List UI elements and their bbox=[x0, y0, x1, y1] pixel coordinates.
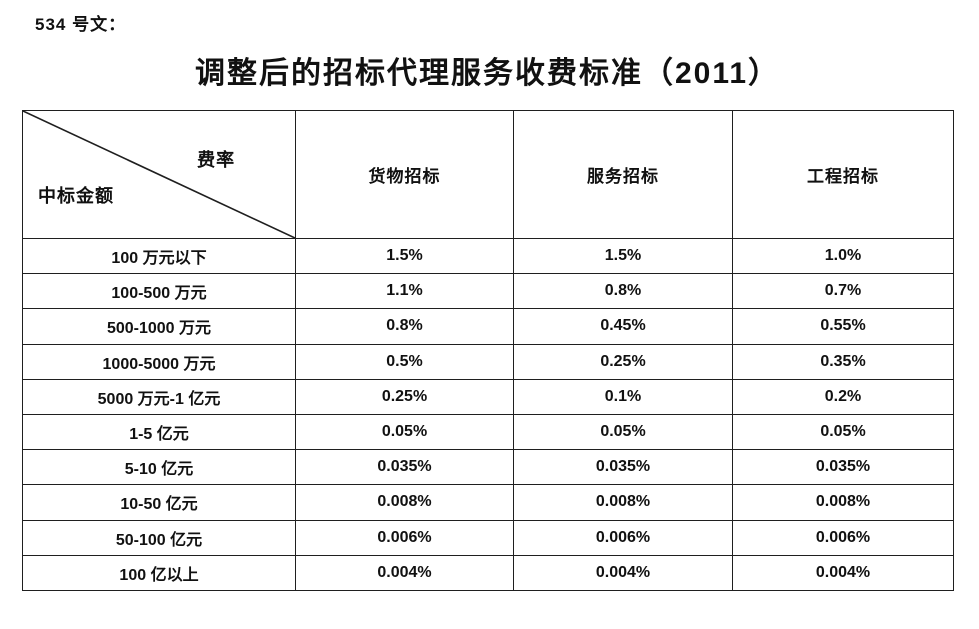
amount-range-cell: 100 亿以上 bbox=[22, 554, 296, 591]
column-header-goods-bidding: 货物招标 bbox=[295, 110, 514, 239]
amount-range-cell: 100 万元以下 bbox=[22, 237, 296, 275]
service-rate-cell: 0.004% bbox=[513, 554, 733, 591]
engineering-rate-cell: 1.0% bbox=[732, 237, 954, 275]
service-rate-cell: 0.45% bbox=[513, 308, 733, 345]
goods-rate-cell: 0.25% bbox=[295, 378, 514, 415]
goods-rate-cell: 0.035% bbox=[295, 449, 514, 486]
table-row: 5000 万元-1 亿元 0.25% 0.1% 0.2% bbox=[22, 378, 954, 415]
table-row: 1000-5000 万元 0.5% 0.25% 0.35% bbox=[22, 343, 954, 380]
service-rate-cell: 0.05% bbox=[513, 413, 733, 451]
page-title: 调整后的招标代理服务收费标准（2011） bbox=[194, 57, 781, 90]
engineering-rate-cell: 0.035% bbox=[732, 449, 954, 486]
goods-rate-cell: 0.006% bbox=[295, 519, 514, 556]
goods-rate-cell: 0.5% bbox=[295, 343, 514, 380]
diagonal-divider-line bbox=[23, 111, 295, 238]
doc-number-label: 534 号文： bbox=[35, 15, 127, 34]
fee-rate-table: 费率 中标金额 货物招标 服务招标 工程招标 100 万元以下 1.5% 1.5… bbox=[22, 110, 954, 591]
service-rate-cell: 0.035% bbox=[513, 449, 733, 486]
amount-range-cell: 1000-5000 万元 bbox=[22, 343, 296, 380]
table-row: 1-5 亿元 0.05% 0.05% 0.05% bbox=[22, 413, 954, 451]
goods-rate-cell: 1.5% bbox=[295, 237, 514, 275]
table-row: 5-10 亿元 0.035% 0.035% 0.035% bbox=[22, 449, 954, 486]
goods-rate-cell: 0.05% bbox=[295, 413, 514, 451]
goods-rate-cell: 1.1% bbox=[295, 273, 514, 310]
engineering-rate-cell: 0.55% bbox=[732, 308, 954, 345]
service-rate-cell: 0.008% bbox=[513, 484, 733, 521]
goods-rate-cell: 0.008% bbox=[295, 484, 514, 521]
engineering-rate-cell: 0.2% bbox=[732, 378, 954, 415]
amount-range-cell: 5-10 亿元 bbox=[22, 449, 296, 486]
service-rate-cell: 1.5% bbox=[513, 237, 733, 275]
table-row: 10-50 亿元 0.008% 0.008% 0.008% bbox=[22, 484, 954, 521]
corner-header-cell: 费率 中标金额 bbox=[22, 110, 296, 239]
engineering-rate-cell: 0.006% bbox=[732, 519, 954, 556]
table-row: 100 亿以上 0.004% 0.004% 0.004% bbox=[22, 554, 954, 591]
service-rate-cell: 0.8% bbox=[513, 273, 733, 310]
amount-range-cell: 5000 万元-1 亿元 bbox=[22, 378, 296, 415]
table-row: 500-1000 万元 0.8% 0.45% 0.55% bbox=[22, 308, 954, 345]
amount-range-cell: 100-500 万元 bbox=[22, 273, 296, 310]
column-header-engineering-bidding: 工程招标 bbox=[732, 110, 954, 239]
goods-rate-cell: 0.004% bbox=[295, 554, 514, 591]
table-row: 50-100 亿元 0.006% 0.006% 0.006% bbox=[22, 519, 954, 556]
amount-range-cell: 50-100 亿元 bbox=[22, 519, 296, 556]
amount-range-cell: 1-5 亿元 bbox=[22, 413, 296, 451]
engineering-rate-cell: 0.008% bbox=[732, 484, 954, 521]
header-row: 费率 中标金额 货物招标 服务招标 工程招标 bbox=[22, 110, 954, 239]
amount-range-cell: 10-50 亿元 bbox=[22, 484, 296, 521]
corner-amount-label: 中标金额 bbox=[38, 186, 114, 206]
amount-range-cell: 500-1000 万元 bbox=[22, 308, 296, 345]
column-header-service-bidding: 服务招标 bbox=[513, 110, 733, 239]
service-rate-cell: 0.1% bbox=[513, 378, 733, 415]
engineering-rate-cell: 0.7% bbox=[732, 273, 954, 310]
table-row: 100 万元以下 1.5% 1.5% 1.0% bbox=[22, 237, 954, 275]
corner-rate-label: 费率 bbox=[197, 150, 236, 170]
service-rate-cell: 0.006% bbox=[513, 519, 733, 556]
engineering-rate-cell: 0.05% bbox=[732, 413, 954, 451]
engineering-rate-cell: 0.35% bbox=[732, 343, 954, 380]
goods-rate-cell: 0.8% bbox=[295, 308, 514, 345]
engineering-rate-cell: 0.004% bbox=[732, 554, 954, 591]
service-rate-cell: 0.25% bbox=[513, 343, 733, 380]
table-row: 100-500 万元 1.1% 0.8% 0.7% bbox=[22, 273, 954, 310]
